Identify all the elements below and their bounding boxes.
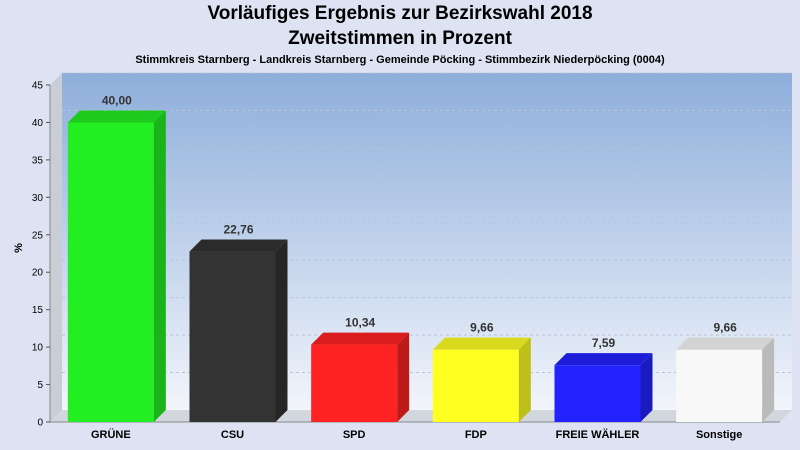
bar-side [397, 332, 410, 422]
value-label: 9,66 [470, 321, 494, 335]
y-tick-label: 15 [32, 305, 44, 316]
category-label: FDP [465, 429, 487, 441]
value-label: 7,59 [592, 336, 616, 350]
y-tick-label: 40 [32, 118, 44, 129]
bar-top [189, 239, 288, 252]
bar-side [518, 337, 531, 422]
value-label: 9,66 [713, 321, 737, 335]
bar-front [676, 349, 763, 422]
category-label: SPD [343, 429, 366, 441]
bar: 40,00 [67, 93, 166, 422]
y-axis-label: % [13, 243, 25, 253]
y-tick-label: 45 [32, 81, 44, 92]
category-label: CSU [221, 429, 244, 441]
y-tick-label: 30 [32, 193, 44, 204]
y-tick-label: 25 [32, 230, 44, 241]
bar: 22,76 [189, 223, 288, 422]
bar-side [640, 353, 653, 422]
bar-top [676, 337, 775, 350]
chart-subtitle: Stimmkreis Starnberg - Landkreis Starnbe… [135, 54, 665, 66]
y-tick-label: 5 [37, 380, 43, 391]
bar-side [762, 337, 775, 422]
category-label: GRÜNE [91, 428, 131, 441]
bar-top [311, 332, 410, 345]
bar-top [554, 353, 653, 366]
y-tick-label: 0 [37, 418, 43, 429]
bar: 9,66 [676, 321, 775, 422]
chart-title-2: Zweitstimmen in Prozent [288, 28, 512, 49]
bar-top [67, 110, 166, 123]
bar-side [275, 239, 288, 422]
value-label: 40,00 [102, 93, 132, 107]
bar-front [554, 365, 641, 422]
bar-top [432, 337, 531, 350]
category-label: Sonstige [696, 429, 742, 441]
y-tick-label: 20 [32, 268, 44, 279]
y-tick-label: 35 [32, 155, 44, 166]
category-label: FREIE WÄHLER [556, 428, 640, 441]
value-label: 10,34 [345, 316, 375, 330]
bar: 10,34 [311, 316, 410, 422]
bar-front [67, 122, 154, 422]
bar-side [153, 110, 166, 422]
value-label: 22,76 [223, 223, 253, 237]
y-tick-label: 10 [32, 343, 44, 354]
bar-front [432, 349, 519, 422]
chart-title: Vorläufiges Ergebnis zur Bezirkswahl 201… [207, 3, 593, 24]
bar: 7,59 [554, 336, 653, 422]
bar: 9,66 [432, 321, 531, 422]
bar-front [311, 344, 398, 422]
plot-background [62, 73, 792, 410]
bar-front [189, 251, 276, 422]
plot-side-wall [50, 73, 62, 422]
